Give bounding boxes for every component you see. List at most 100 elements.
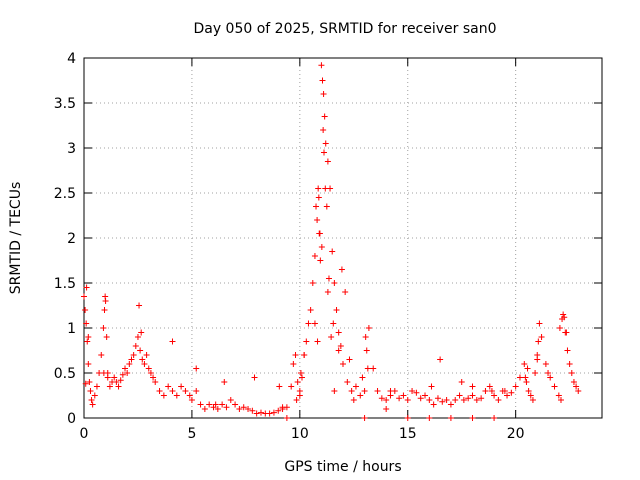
axis-ticks — [83, 57, 602, 419]
data-point — [324, 158, 331, 165]
x-axis-label: GPS time / hours — [284, 459, 401, 475]
data-point — [404, 415, 411, 421]
data-point — [575, 388, 582, 394]
data-point — [344, 379, 351, 385]
data-point — [83, 320, 90, 327]
x-tick-labels: 0 5 10 15 20 — [80, 426, 525, 442]
data-point — [132, 343, 139, 349]
data-point — [316, 230, 323, 237]
y-tick-labels: 0 0.5 1 1.5 2 2.5 3 3.5 4 — [54, 51, 76, 427]
data-point — [136, 302, 143, 309]
data-point — [186, 392, 193, 399]
data-point — [309, 280, 316, 286]
data-point — [236, 406, 243, 412]
data-point — [100, 370, 107, 376]
data-point — [452, 397, 459, 403]
data-point — [338, 266, 345, 273]
data-point — [426, 397, 433, 403]
data-point — [212, 401, 219, 408]
data-point — [91, 392, 98, 399]
data-point — [534, 356, 541, 363]
data-point — [364, 365, 371, 372]
data-point — [328, 334, 335, 340]
data-point — [400, 392, 407, 399]
data-point — [145, 365, 152, 372]
data-point — [101, 307, 108, 313]
data-point — [156, 388, 163, 394]
data-point — [193, 365, 200, 372]
data-point — [527, 392, 534, 399]
data-point — [201, 406, 208, 412]
data-point — [322, 185, 329, 192]
data-point — [251, 374, 258, 381]
data-point — [365, 325, 372, 331]
data-points — [81, 62, 582, 421]
data-point — [331, 388, 338, 394]
data-point — [437, 356, 444, 363]
data-point — [561, 314, 568, 321]
data-point — [556, 325, 563, 331]
data-point — [319, 77, 326, 84]
data-point — [82, 307, 89, 313]
data-point — [301, 352, 308, 358]
data-point — [383, 406, 390, 412]
data-point — [320, 91, 327, 97]
data-point — [93, 383, 100, 390]
data-point — [150, 374, 157, 381]
data-point — [501, 388, 508, 394]
data-point — [522, 374, 529, 381]
data-point — [469, 415, 476, 421]
data-point — [361, 388, 368, 394]
data-point — [305, 320, 312, 327]
data-point — [542, 361, 549, 367]
data-point — [538, 334, 545, 340]
data-point — [422, 392, 429, 399]
data-point — [275, 407, 282, 414]
data-point — [227, 397, 234, 403]
data-point — [570, 379, 577, 385]
data-point — [115, 383, 122, 390]
data-point — [102, 293, 109, 300]
data-point — [315, 185, 322, 192]
data-point — [417, 395, 424, 402]
data-point — [106, 383, 113, 390]
data-point — [362, 334, 369, 340]
data-point — [566, 361, 573, 367]
x-tick-label: 15 — [399, 426, 417, 442]
data-point — [333, 307, 340, 313]
data-point — [126, 361, 133, 367]
data-point — [240, 404, 247, 411]
data-point — [535, 338, 542, 345]
data-point — [324, 289, 331, 295]
data-point — [314, 217, 321, 223]
data-point — [88, 397, 95, 403]
data-point — [303, 338, 310, 345]
data-point — [340, 361, 346, 367]
data-point — [460, 397, 467, 403]
data-point — [491, 392, 498, 399]
data-point — [568, 370, 575, 376]
data-point — [232, 401, 239, 408]
x-tick-label: 0 — [80, 426, 89, 442]
y-tick-label: 0 — [67, 411, 76, 427]
y-tick-label: 2.5 — [54, 186, 76, 202]
y-tick-label: 3.5 — [54, 96, 76, 112]
data-point — [478, 395, 485, 402]
data-point — [363, 347, 370, 354]
data-point — [83, 284, 90, 291]
data-point — [473, 397, 480, 403]
data-point — [296, 392, 303, 399]
data-point — [245, 406, 252, 412]
data-point — [283, 415, 290, 421]
data-point — [85, 334, 92, 340]
data-point — [318, 244, 325, 250]
data-point — [396, 395, 403, 402]
data-point — [182, 388, 189, 394]
data-point — [117, 377, 124, 384]
data-point — [84, 338, 91, 345]
data-point — [173, 392, 180, 399]
data-point — [317, 257, 324, 264]
data-point — [86, 379, 93, 385]
data-point — [293, 397, 300, 403]
data-point — [374, 388, 381, 394]
